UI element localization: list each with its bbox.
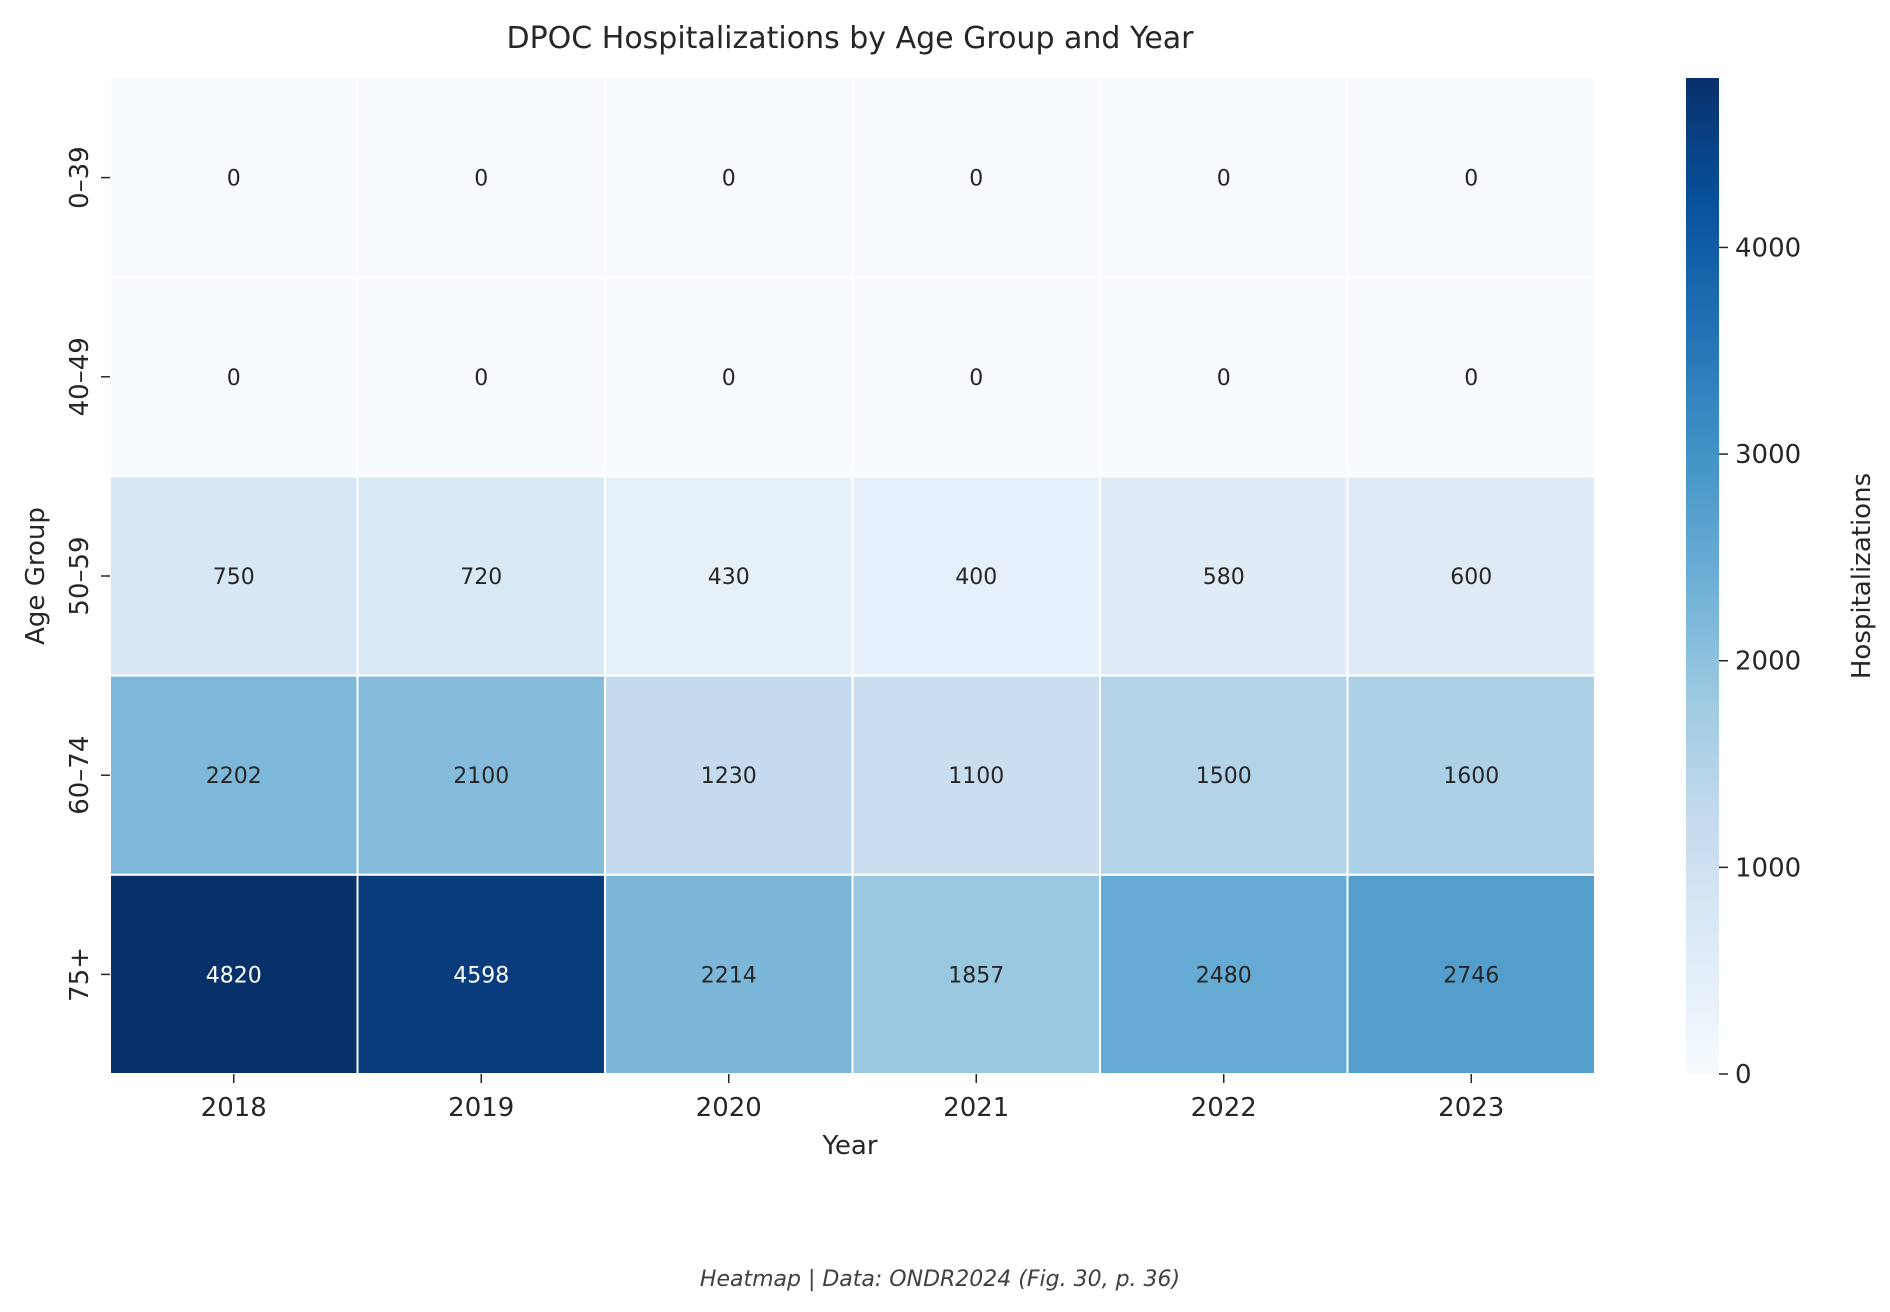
cell-value-label: 1857 <box>948 963 1004 988</box>
heatmap-cell <box>851 276 1101 478</box>
y-axis-ticks: 0–39 40–49 50–59 60–74 75+ <box>65 146 110 1002</box>
heatmap-cell <box>109 77 359 279</box>
heatmap-cell <box>604 873 854 1075</box>
heatmap-cell <box>1099 674 1349 876</box>
cell-value-label: 1500 <box>1196 764 1252 789</box>
heatmap-cell <box>1346 475 1596 677</box>
cell-value-label: 2202 <box>206 764 262 789</box>
cell-value-label: 0 <box>1217 366 1231 391</box>
cell-value-label: 0 <box>722 167 736 192</box>
cell-value-label: 0 <box>969 366 983 391</box>
cell-value-label: 1600 <box>1443 764 1499 789</box>
x-tick-label: 2020 <box>696 1093 762 1123</box>
colorbar-tick-label: 1000 <box>1735 853 1801 883</box>
heatmap-cell <box>851 475 1101 677</box>
cell-value-label: 600 <box>1450 565 1492 590</box>
cell-value-label: 2214 <box>701 963 757 988</box>
cell-value-label: 4598 <box>453 963 509 988</box>
colorbar-ticks: 0 1000 2000 3000 4000 <box>1719 233 1801 1090</box>
heatmap-cell <box>1099 475 1349 677</box>
heatmap-cell <box>1099 873 1349 1075</box>
x-tick-label: 2023 <box>1438 1093 1504 1123</box>
cell-value-label: 2480 <box>1196 963 1252 988</box>
y-axis-label: Age Group <box>21 507 51 645</box>
heatmap-cell <box>604 77 854 279</box>
cell-value-label: 1230 <box>701 764 757 789</box>
cell-value-label: 2746 <box>1443 963 1499 988</box>
x-tick-label: 2018 <box>201 1093 267 1123</box>
cell-value-label: 0 <box>969 167 983 192</box>
heatmap-cell <box>356 475 606 677</box>
heatmap-cell <box>356 77 606 279</box>
x-tick-label: 2019 <box>448 1093 514 1123</box>
heatmap-cells <box>109 77 1596 1075</box>
cell-value-label: 0 <box>474 366 488 391</box>
colorbar-tick-label: 4000 <box>1735 233 1801 263</box>
y-tick-label: 50–59 <box>65 536 95 615</box>
chart-footer: Heatmap | Data: ONDR2024 (Fig. 30, p. 36… <box>700 1267 1180 1292</box>
heatmap-cell <box>1346 77 1596 279</box>
cell-value-label: 1100 <box>948 764 1004 789</box>
heatmap-cell <box>604 674 854 876</box>
cell-value-label: 0 <box>227 366 241 391</box>
colorbar-tick-label: 0 <box>1735 1060 1752 1090</box>
x-tick-label: 2022 <box>1191 1093 1257 1123</box>
heatmap-cell <box>1099 77 1349 279</box>
cell-value-label: 0 <box>1464 167 1478 192</box>
cell-value-label: 4820 <box>206 963 262 988</box>
heatmap-cell <box>109 674 359 876</box>
cell-value-label: 400 <box>955 565 997 590</box>
colorbar-tick-label: 3000 <box>1735 440 1801 470</box>
heatmap-cell <box>604 475 854 677</box>
cell-value-label: 2100 <box>453 764 509 789</box>
heatmap-cell <box>109 475 359 677</box>
heatmap-cell-labels: 0 0 0 0 0 0 0 0 0 0 0 0 750 720 430 400 580 600 2202 2100 12… <box>206 167 1500 989</box>
heatmap-cell <box>1346 873 1596 1075</box>
cell-value-label: 0 <box>722 366 736 391</box>
y-tick-label: 40–49 <box>65 337 95 416</box>
cell-value-label: 0 <box>227 167 241 192</box>
heatmap-cell <box>356 276 606 478</box>
colorbar-tick-label: 2000 <box>1735 647 1801 677</box>
y-tick-label: 0–39 <box>65 146 95 209</box>
y-tick-label: 75+ <box>65 947 95 1002</box>
heatmap-cell <box>851 873 1101 1075</box>
heatmap-cell <box>109 873 359 1075</box>
colorbar <box>1686 78 1719 1074</box>
colorbar-label: Hospitalizations <box>1847 473 1877 679</box>
heatmap-cell <box>356 674 606 876</box>
heatmap-cell <box>1346 674 1596 876</box>
heatmap-cell <box>851 674 1101 876</box>
y-tick-label: 60–74 <box>65 736 95 815</box>
cell-value-label: 720 <box>460 565 502 590</box>
cell-value-label: 430 <box>708 565 750 590</box>
cell-value-label: 750 <box>213 565 255 590</box>
x-axis-label: Year <box>821 1131 877 1161</box>
cell-value-label: 0 <box>1464 366 1478 391</box>
heatmap-cell <box>1346 276 1596 478</box>
cell-value-label: 0 <box>1217 167 1231 192</box>
chart-title: DPOC Hospitalizations by Age Group and Y… <box>506 21 1194 56</box>
heatmap-cell <box>851 77 1101 279</box>
x-axis-ticks: 2018 2019 2020 2021 2022 2023 <box>201 1074 1504 1123</box>
cell-value-label: 0 <box>474 167 488 192</box>
cell-value-label: 580 <box>1203 565 1245 590</box>
x-tick-label: 2021 <box>943 1093 1009 1123</box>
